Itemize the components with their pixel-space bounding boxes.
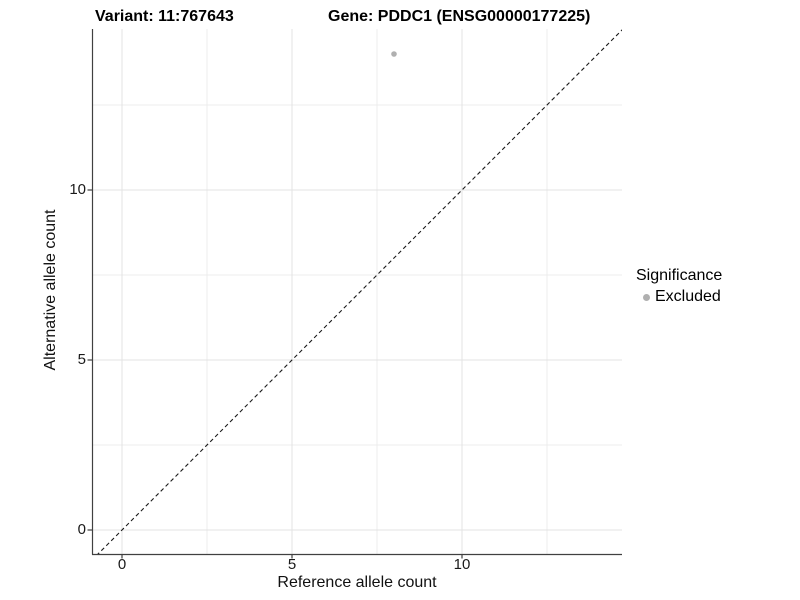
plot-panel bbox=[87, 29, 622, 559]
identity-dashed-line bbox=[97, 29, 622, 554]
x-axis-title: Reference allele count bbox=[277, 574, 437, 591]
legend-item-label: Excluded bbox=[655, 288, 721, 305]
data-point bbox=[391, 51, 397, 57]
legend-title: Significance bbox=[636, 267, 723, 284]
gridlines bbox=[92, 29, 622, 554]
x-tick-label: 10 bbox=[453, 556, 471, 573]
plot-title-variant: Variant: 11:767643 bbox=[95, 8, 234, 25]
x-tick-label: 0 bbox=[117, 556, 127, 573]
legend-item-excluded: Excluded bbox=[636, 287, 722, 307]
legend-point-icon bbox=[643, 293, 650, 301]
x-tick-label: 5 bbox=[287, 556, 297, 573]
plot-title-gene: Gene: PDDC1 (ENSG00000177225) bbox=[328, 8, 591, 25]
y-axis-title: Alternative allele count bbox=[42, 209, 59, 371]
y-tick-label: 0 bbox=[77, 521, 86, 538]
axis-lines bbox=[91, 29, 622, 556]
y-tick-label: 5 bbox=[77, 351, 86, 368]
legend: Significance Excluded bbox=[636, 266, 722, 307]
data-points bbox=[391, 51, 397, 57]
axis-ticks bbox=[87, 189, 463, 559]
y-tick-label: 10 bbox=[69, 181, 86, 198]
